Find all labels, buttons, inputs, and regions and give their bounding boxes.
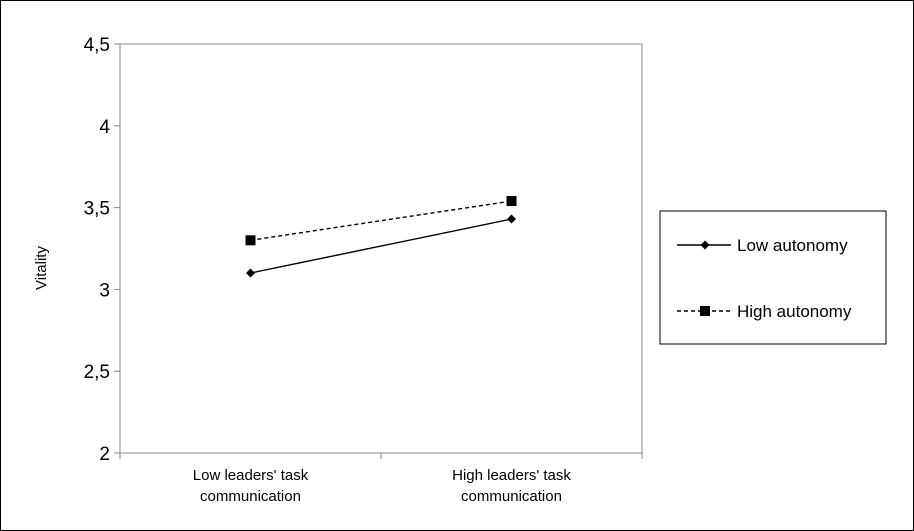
y-tick-label: 4 <box>99 117 110 138</box>
y-tick-label: 4,5 <box>84 35 110 56</box>
legend-entry: Low autonomy <box>677 236 848 255</box>
data-point <box>507 214 516 224</box>
series-line <box>250 218 512 274</box>
legend: Low autonomy High autonomy <box>659 210 887 345</box>
x-tick-label: High leaders' task communication <box>452 467 571 505</box>
y-tick-label: 2 <box>99 444 110 465</box>
legend-label: High autonomy <box>737 302 852 321</box>
plot-area <box>119 43 643 454</box>
legend-box <box>659 210 887 345</box>
legend-marker <box>700 240 710 250</box>
legend-label: Low autonomy <box>737 236 848 255</box>
x-tick-label: Low leaders' task communication <box>193 467 309 505</box>
x-tick-label-line: High leaders' task <box>452 467 571 484</box>
y-tick-label: 3 <box>99 280 110 301</box>
y-tick-label: 2,5 <box>84 362 110 383</box>
x-tick-label-line: communication <box>461 488 562 505</box>
series-group <box>245 196 517 278</box>
y-axis-label: Vitality <box>33 246 50 290</box>
data-point <box>245 235 256 246</box>
data-point <box>506 196 517 207</box>
data-point <box>246 268 255 278</box>
series-high-autonomy <box>245 196 517 246</box>
legend-entry: High autonomy <box>677 302 852 321</box>
series-low-autonomy <box>246 214 516 278</box>
y-tick-label: 3,5 <box>84 199 110 220</box>
series-line <box>250 200 512 242</box>
y-axis: 2 2,5 3 3,5 4 4,5 <box>84 35 121 465</box>
legend-marker <box>700 306 710 316</box>
x-tick-label-line: Low leaders' task <box>193 467 309 484</box>
x-tick-label-line: communication <box>200 488 301 505</box>
